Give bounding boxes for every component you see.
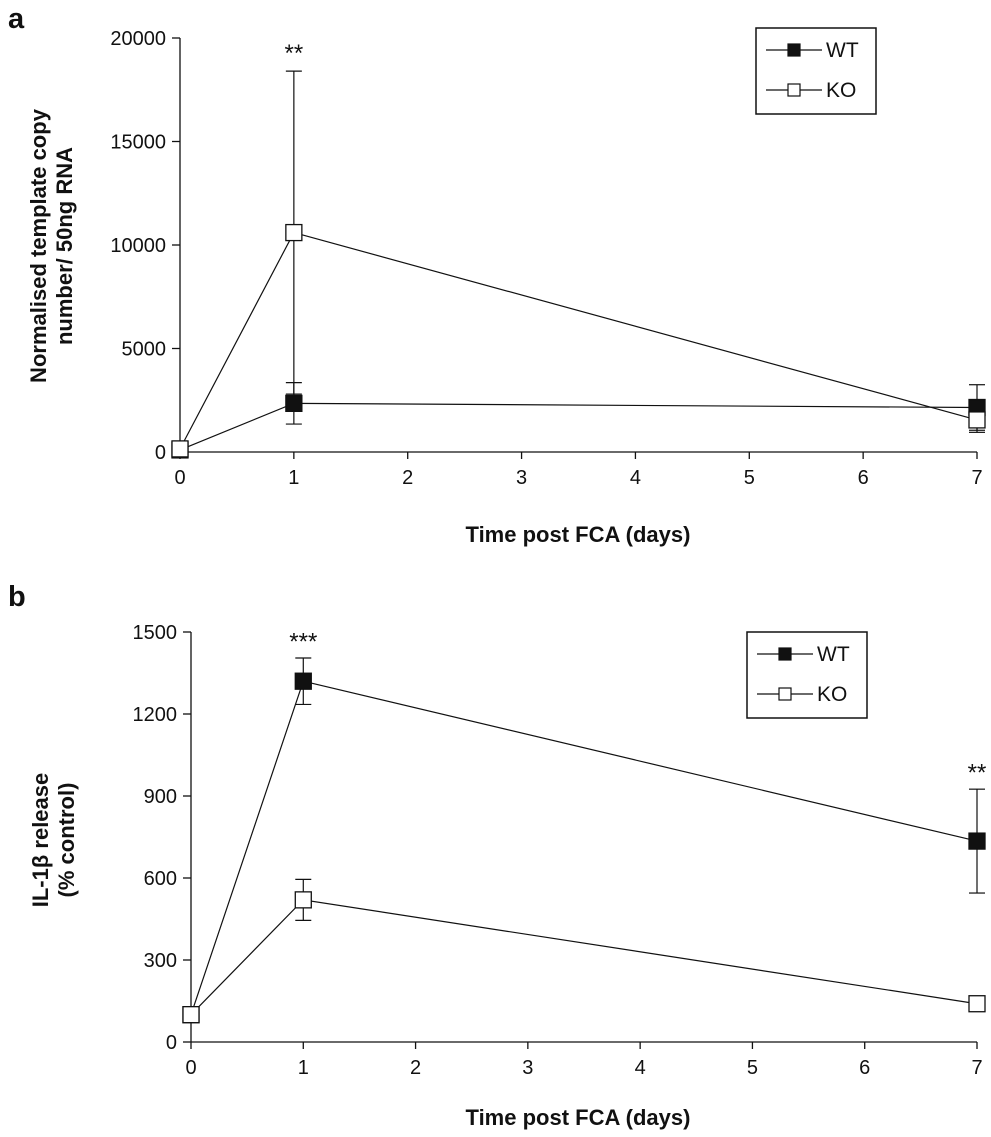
panel-a-x-tick-label: 4 [630, 467, 641, 489]
panel-b-axes: 0 300 600 900 1200 1500 0 1 2 3 4 5 6 7 [133, 622, 983, 1079]
panel-b-series-ko-point [968, 995, 986, 1013]
panel-b-y-tick-label: 1500 [133, 622, 178, 644]
panel-a-x-tick-label: 7 [971, 467, 982, 489]
legend-label: KO [817, 683, 847, 706]
panel-a-axes: 0 5000 10000 15000 20000 0 1 2 3 4 5 6 7 [110, 28, 982, 489]
panel-a-x-tick-label: 1 [288, 467, 299, 489]
panel-a-legend-item-wt: WT [766, 39, 859, 62]
panel-b-plot-area: ***** [182, 628, 987, 1024]
panel-a-y-axis-title-line-2: number/ 50ng RNA [52, 147, 77, 345]
panel-a-series-ko-point [968, 411, 986, 429]
panel-b-y-tick-label: 900 [144, 786, 177, 808]
panel-b-x-tick-label: 1 [298, 1057, 309, 1079]
panel-a-y-tick-label: 0 [155, 442, 166, 464]
legend-label: KO [826, 79, 856, 102]
panel-a-x-tick-label: 5 [744, 467, 755, 489]
panel-a-y-tick-label: 5000 [122, 339, 167, 361]
panel-b-y-tick-label: 600 [144, 868, 177, 890]
panel-b-x-tick-label: 7 [971, 1057, 982, 1079]
panel-b-y-tick-label: 0 [166, 1032, 177, 1054]
panel-b-legend-item-ko: KO [757, 683, 847, 706]
panel-b-x-tick-label: 6 [859, 1057, 870, 1079]
legend-marker-swatch [778, 647, 792, 661]
panel-a-plot-area: ** [171, 40, 986, 459]
panel-b-series-ko-point [182, 1006, 200, 1024]
panel-b: b IL-1β release (% control) Time post FC… [8, 581, 986, 1130]
panel-b-series-wt-point [294, 672, 312, 690]
legend-marker-swatch [787, 43, 801, 57]
panel-b-y-axis-title-line-2: (% control) [54, 783, 79, 898]
panel-b-y-tick-label: 300 [144, 950, 177, 972]
panel-a-y-tick-label: 15000 [110, 132, 166, 154]
panel-b-series-ko-point [294, 891, 312, 909]
panel-b-y-axis-title: IL-1β release (% control) [28, 773, 79, 908]
panel-a-series-ko-line [179, 231, 978, 450]
legend-marker-swatch [778, 687, 792, 701]
panel-b-x-tick-label: 5 [747, 1057, 758, 1079]
panel-b-x-tick-label: 2 [410, 1057, 421, 1079]
panel-b-y-axis-title-line-1: IL-1β release [28, 773, 53, 908]
panel-b-significance-label: *** [289, 628, 317, 655]
panel-a-series-ko-point [171, 440, 189, 458]
panel-b-x-tick-label: 0 [185, 1057, 196, 1079]
panel-a-label: a [8, 3, 25, 35]
panel-b-x-axis-title: Time post FCA (days) [466, 1105, 691, 1130]
legend-marker-swatch [787, 83, 801, 97]
panel-a-y-axis-title-line-1: Normalised template copy [26, 108, 51, 383]
panel-a-series-wt-point [285, 394, 303, 413]
panel-b-series-ko-line [190, 899, 978, 1016]
panel-a-x-tick-label: 3 [516, 467, 527, 489]
panel-a-x-tick-label: 6 [858, 467, 869, 489]
panel-b-label: b [8, 581, 26, 613]
panel-a-significance-label: ** [285, 40, 304, 67]
panel-a-legend-box [755, 27, 877, 115]
panel-a-y-tick-label: 20000 [110, 28, 166, 50]
panel-a-series-ko-point [285, 223, 303, 242]
panel-a-y-tick-label: 10000 [110, 235, 166, 257]
legend-label: WT [826, 39, 859, 62]
panel-a-x-tick-label: 0 [174, 467, 185, 489]
panel-b-x-tick-label: 3 [522, 1057, 533, 1079]
panel-a-x-axis-title: Time post FCA (days) [466, 522, 691, 547]
panel-a-legend: WT KO [755, 27, 877, 115]
panel-a-legend-item-ko: KO [766, 79, 856, 102]
panel-b-legend: WT KO [746, 631, 868, 719]
panel-b-x-tick-label: 4 [635, 1057, 646, 1079]
panel-a: a Normalised template copy number/ 50ng … [8, 3, 986, 547]
panel-b-significance-label: ** [968, 760, 987, 787]
panel-a-y-axis-title: Normalised template copy number/ 50ng RN… [26, 108, 77, 383]
legend-label: WT [817, 643, 850, 666]
panel-a-x-tick-label: 2 [402, 467, 413, 489]
panel-b-legend-item-wt: WT [757, 643, 850, 666]
panel-b-series-wt-line [190, 680, 978, 1015]
panel-b-series-wt-point [968, 832, 986, 850]
panel-b-legend-box [746, 631, 868, 719]
panel-b-y-tick-label: 1200 [133, 704, 178, 726]
